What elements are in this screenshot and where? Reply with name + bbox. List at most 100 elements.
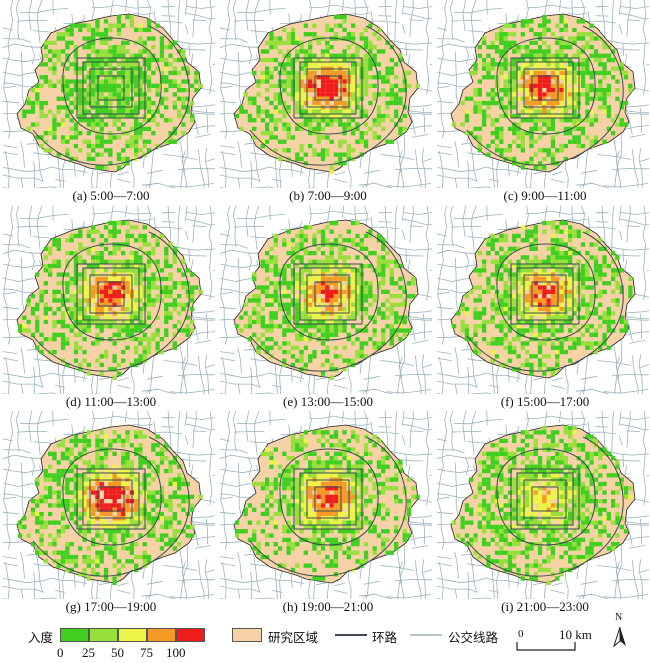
heat-cell	[112, 554, 117, 560]
heat-cell	[520, 131, 525, 136]
heat-cell	[593, 263, 599, 269]
heat-cell	[290, 362, 296, 368]
heat-cell	[277, 507, 283, 512]
heat-cell	[129, 259, 134, 264]
heat-cell	[533, 32, 538, 37]
heat-cell	[299, 148, 304, 153]
heat-cell	[512, 45, 517, 50]
ring-roads	[32, 231, 190, 372]
heat-cell	[482, 490, 487, 495]
heat-cell	[282, 281, 287, 286]
heat-cell	[95, 23, 100, 28]
heat-cell	[381, 546, 386, 551]
heat-cell	[134, 477, 139, 482]
heat-cell	[342, 27, 347, 33]
heat-cell	[78, 456, 83, 461]
heat-cell	[108, 27, 113, 33]
heat-cell	[376, 263, 382, 269]
heat-cell	[65, 135, 70, 140]
heat-cell	[342, 499, 347, 504]
heat-cell	[490, 529, 495, 534]
heat-cell	[589, 109, 594, 114]
heat-cell	[325, 349, 330, 355]
heat-cell	[91, 113, 96, 119]
heat-cell	[550, 152, 556, 157]
heat-cell	[56, 289, 61, 294]
heat-cell	[30, 109, 36, 114]
heat-cell	[22, 524, 27, 530]
heat-cell	[533, 298, 538, 303]
heat-cell	[593, 113, 599, 119]
heat-cell	[576, 337, 581, 342]
heat-cell	[576, 229, 581, 234]
heat-cell	[342, 294, 347, 299]
heat-cell	[286, 32, 291, 37]
heat-cell	[73, 100, 79, 106]
heat-cell	[112, 580, 117, 585]
map-panel: (e) 13:00—15:00	[220, 206, 436, 420]
heat-cell	[325, 75, 330, 80]
heat-cell	[499, 276, 504, 282]
heat-cell	[333, 430, 339, 435]
heat-cell	[91, 542, 96, 547]
heat-cell	[112, 490, 117, 495]
heat-cell	[342, 139, 347, 144]
heat-cell	[563, 113, 568, 119]
heat-cell	[619, 118, 624, 123]
heat-cell	[299, 443, 304, 448]
heat-cell	[593, 70, 599, 76]
heat-cell	[394, 75, 399, 80]
heat-cell	[312, 464, 317, 469]
heat-cell	[295, 285, 300, 290]
heat-cell	[559, 349, 564, 355]
heat-cell	[320, 520, 326, 525]
heat-cell	[138, 88, 143, 93]
heat-cell	[138, 246, 143, 251]
heat-cell	[252, 507, 257, 512]
heat-cell	[95, 554, 100, 560]
map-panel: (d) 11:00—13:00	[3, 206, 219, 420]
heat-cell	[146, 79, 152, 84]
heat-cell	[546, 289, 551, 294]
heat-cell	[338, 14, 343, 20]
heat-cell	[368, 23, 373, 28]
heat-cell	[559, 268, 564, 273]
heat-cell	[69, 109, 74, 114]
heat-cell	[520, 319, 525, 325]
heat-cell	[363, 550, 369, 555]
heat-cell	[602, 53, 607, 58]
heat-cell	[155, 109, 160, 114]
heat-cell	[168, 83, 173, 88]
heat-cell	[52, 477, 57, 482]
heat-cell	[73, 520, 79, 525]
heat-cell	[320, 92, 326, 97]
heat-cell	[116, 113, 122, 119]
heat-cell	[346, 456, 351, 461]
heat-cell	[60, 337, 66, 342]
heat-cell	[290, 477, 296, 482]
heat-cell	[325, 118, 330, 123]
heat-cell	[542, 315, 547, 320]
heat-cell	[533, 152, 538, 157]
heat-cell	[529, 294, 534, 299]
heat-cell	[112, 507, 117, 512]
heat-cell	[555, 229, 560, 234]
heat-cell	[363, 328, 369, 333]
heat-cell	[303, 92, 308, 97]
heat-cell	[125, 92, 130, 97]
heat-cell	[95, 100, 100, 106]
heat-cell	[91, 559, 96, 564]
heat-cell	[372, 524, 377, 530]
heat-cell	[116, 315, 122, 320]
heat-cell	[146, 276, 152, 282]
heat-cell	[155, 259, 160, 264]
heat-cell	[116, 572, 122, 577]
heat-cell	[108, 529, 113, 534]
heat-cell	[116, 328, 122, 333]
heat-cell	[359, 559, 364, 564]
heat-cell	[82, 507, 87, 512]
heat-cell	[346, 460, 351, 465]
heat-cell	[43, 337, 48, 342]
heat-cell	[529, 354, 534, 359]
heat-cell	[580, 315, 586, 320]
